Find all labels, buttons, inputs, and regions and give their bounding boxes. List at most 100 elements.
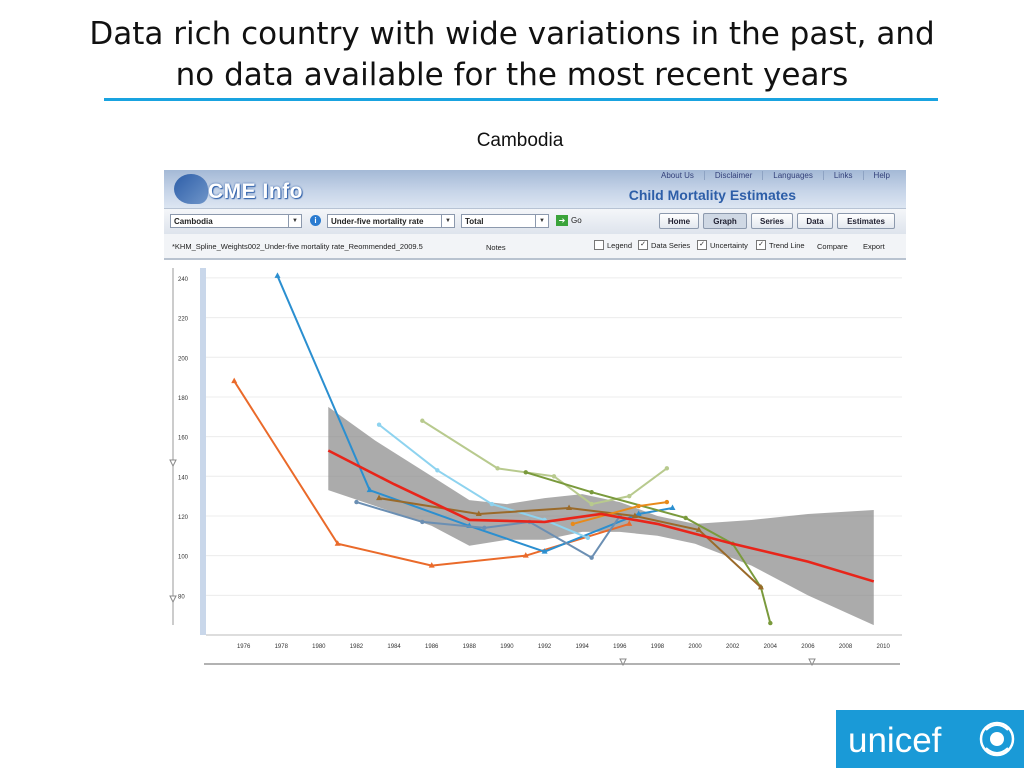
series-point-4 <box>551 474 557 479</box>
series-point-3 <box>376 422 382 427</box>
x-slider-handle-icon <box>619 658 627 667</box>
y-tick-label: 180 <box>178 396 189 402</box>
series-point-5 <box>683 515 688 521</box>
chevron-down-icon: ▼ <box>441 215 454 227</box>
top-link-disclaimer[interactable]: Disclaimer <box>703 171 762 180</box>
nav-series-button[interactable]: Series <box>751 213 793 229</box>
sex-select[interactable]: Total ▼ <box>461 214 549 228</box>
series-line-6 <box>378 497 762 589</box>
series-point-6 <box>695 526 702 532</box>
series-line-1 <box>276 275 673 553</box>
nav-home-button[interactable]: Home <box>659 213 699 229</box>
chevron-down-icon: ▼ <box>288 215 301 227</box>
series-point-2 <box>589 555 594 560</box>
x-tick-label: 2010 <box>877 644 891 650</box>
series-point-6 <box>475 510 482 516</box>
series-point-4 <box>420 418 425 423</box>
notes-link[interactable]: Notes <box>486 243 506 252</box>
title-underline <box>104 98 938 101</box>
x-tick-label: 2006 <box>801 644 815 650</box>
series-point-4 <box>664 466 670 471</box>
series-point-1 <box>541 548 548 554</box>
top-link-links[interactable]: Links <box>822 171 863 180</box>
y-tick-label: 120 <box>178 515 189 521</box>
series-point-3 <box>585 535 591 540</box>
x-tick-label: 1976 <box>237 644 251 650</box>
y-slider-handle-icon <box>169 595 177 604</box>
series-point-6 <box>757 583 764 590</box>
compare-link[interactable]: Compare <box>817 242 848 251</box>
series-point-4 <box>627 493 632 499</box>
series-line-5 <box>525 471 772 624</box>
cme-logo-icon <box>174 174 208 204</box>
go-arrow-icon[interactable]: ➔ <box>556 215 568 226</box>
country-select-value: Cambodia <box>174 217 213 226</box>
x-tick-label: 1996 <box>613 644 627 650</box>
series-point-2 <box>354 499 359 505</box>
x-tick-label: 1982 <box>350 644 364 650</box>
slide-title: Data rich country with wide variations i… <box>40 14 984 96</box>
series-point-1 <box>669 504 676 511</box>
series-point-2 <box>420 519 425 525</box>
series-point-0 <box>334 540 341 546</box>
checkbox-checked-icon: ✓ <box>697 240 707 250</box>
slide-subtitle: Cambodia <box>476 130 564 151</box>
trend-line <box>327 449 875 583</box>
x-tick-label: 2000 <box>688 644 702 650</box>
sex-select-value: Total <box>465 217 484 226</box>
x-tick-label: 1998 <box>651 644 665 650</box>
x-tick-label: 2004 <box>764 644 778 650</box>
top-link-languages[interactable]: Languages <box>762 171 823 180</box>
data-series-toggle[interactable]: ✓ Data Series <box>638 240 690 250</box>
y-tick-label: 200 <box>178 356 189 362</box>
top-link-help[interactable]: Help <box>862 171 900 180</box>
uncertainty-toggle[interactable]: ✓ Uncertainty <box>697 240 748 250</box>
unicef-emblem-icon <box>979 721 1015 757</box>
y-tick-label: 80 <box>178 594 185 600</box>
top-link-about[interactable]: About Us <box>661 171 694 180</box>
indicator-select[interactable]: Under-five mortality rate ▼ <box>327 214 455 228</box>
series-point-1 <box>274 272 281 278</box>
series-line-4 <box>421 419 668 506</box>
x-tick-label: 1988 <box>463 644 477 650</box>
options-bar: *KHM_Spline_Weights002_Under-five mortal… <box>164 234 906 260</box>
nav-data-button[interactable]: Data <box>797 213 833 229</box>
app-logo[interactable]: CME Info <box>208 180 303 203</box>
top-links: About Us Disclaimer Languages Links Help <box>651 171 900 180</box>
series-line-0 <box>233 380 630 567</box>
country-select[interactable]: Cambodia ▼ <box>170 214 302 228</box>
series-point-0 <box>428 562 435 568</box>
x-tick-label: 1984 <box>387 644 401 650</box>
legend-toggle[interactable]: Legend <box>594 240 632 250</box>
series-point-0 <box>626 520 633 526</box>
series-point-7 <box>570 521 576 527</box>
nav-estimates-button[interactable]: Estimates <box>837 213 895 229</box>
x-tick-label: 1992 <box>538 644 552 650</box>
nav-graph-button[interactable]: Graph <box>703 213 747 229</box>
slide-title-line-1: Data rich country with wide variations i… <box>89 16 935 52</box>
series-point-1 <box>366 486 373 493</box>
y-tick-label: 100 <box>178 555 189 561</box>
unicef-wordmark: unicef <box>848 721 942 760</box>
y-tick-label: 140 <box>178 475 189 481</box>
export-link[interactable]: Export <box>863 242 885 251</box>
y-axis-strip <box>200 268 206 635</box>
x-tick-label: 2002 <box>726 644 740 650</box>
series-point-7 <box>664 499 670 505</box>
x-tick-label: 1994 <box>576 644 590 650</box>
series-point-3 <box>435 468 440 473</box>
x-tick-label: 1990 <box>500 644 514 650</box>
chart-area: 80 100 120 140 160 180 200 220 240 1976 1978 1980 19… <box>164 260 906 670</box>
trend-line-toggle[interactable]: ✓ Trend Line <box>756 240 805 250</box>
series-point-5 <box>768 620 773 626</box>
series-point-6 <box>631 512 638 518</box>
info-icon[interactable]: i <box>310 215 321 226</box>
uncertainty-label: Uncertainty <box>710 240 748 250</box>
series-point-5 <box>523 470 528 475</box>
y-slider-handle-icon <box>169 459 177 468</box>
series-point-7 <box>636 503 641 509</box>
go-button[interactable]: Go <box>571 216 582 225</box>
checkbox-icon <box>594 240 604 250</box>
data-series-label: Data Series <box>651 240 691 250</box>
series-file-name: *KHM_Spline_Weights002_Under-five mortal… <box>172 242 423 251</box>
